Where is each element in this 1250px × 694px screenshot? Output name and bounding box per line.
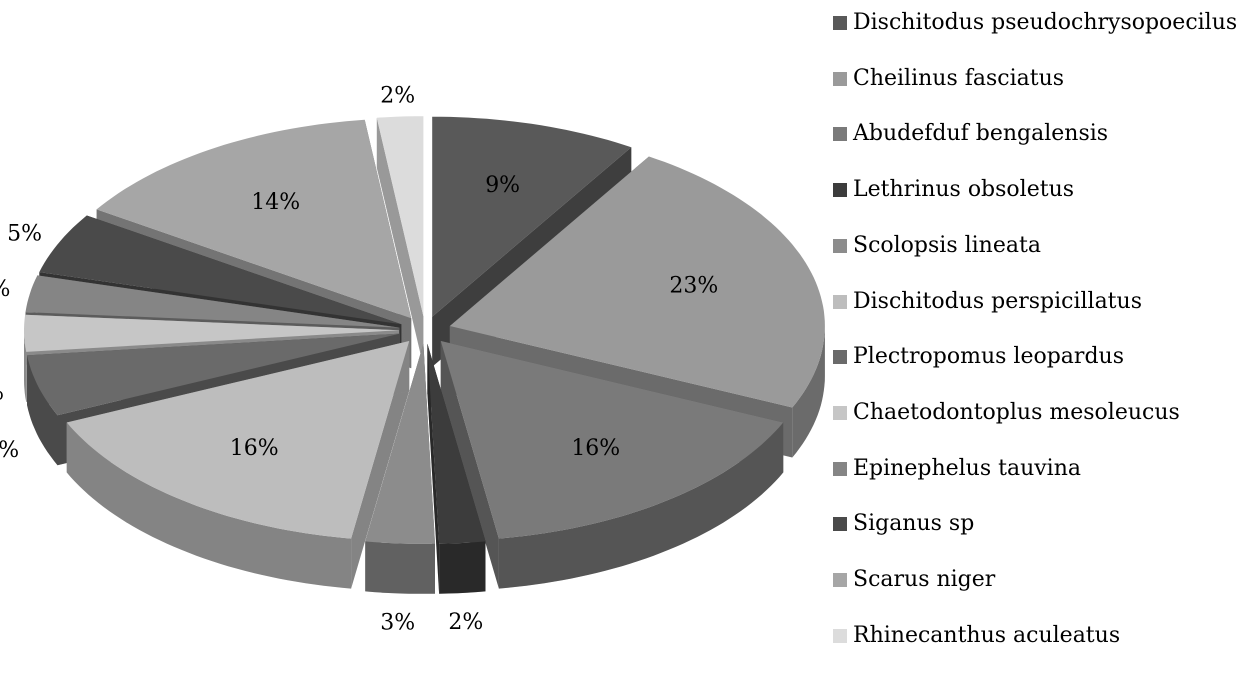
data-label: 3% <box>380 610 415 635</box>
slice <box>25 275 400 328</box>
legend-label: Cheilinus fasciatus <box>853 65 1065 91</box>
legend-swatch <box>833 461 847 476</box>
data-label: 3% <box>0 381 4 406</box>
slice <box>27 333 400 416</box>
slice-side <box>24 330 27 402</box>
slice <box>440 341 784 539</box>
legend-item: Plectropomus leopardus <box>833 344 1243 370</box>
data-label: 23% <box>669 273 718 298</box>
slice <box>432 116 632 317</box>
legend-item: Rhinecanthus aculeatus <box>833 623 1243 649</box>
data-label: 5% <box>0 438 19 463</box>
data-label: 9% <box>485 173 520 198</box>
data-label: 3% <box>0 277 10 302</box>
slice <box>39 215 402 325</box>
legend-item: Epinephelus tauvina <box>833 456 1243 482</box>
legend-item: Abudefduf bengalensis <box>833 121 1243 147</box>
legend-swatch <box>833 127 847 142</box>
slice <box>449 156 825 408</box>
slice <box>365 343 435 544</box>
slice-side-shade <box>498 422 784 589</box>
slice-side-shade <box>27 355 58 466</box>
slice-side-shade <box>24 330 27 402</box>
slice <box>24 314 399 352</box>
legend-label: Dischitodus pseudochrysopoecilus <box>853 10 1238 35</box>
legend-swatch <box>833 71 847 86</box>
legend-label: Epinephelus tauvina <box>853 455 1082 481</box>
legend-swatch <box>833 573 847 587</box>
slice-side-shade <box>66 422 352 589</box>
legend-item: Dischitodus pseudochrysopoecilus <box>833 10 1243 36</box>
slice-wall-shade <box>427 343 440 594</box>
slice-side-shade <box>439 541 486 594</box>
slice-side <box>66 422 352 589</box>
slice <box>376 116 424 317</box>
legend-item: Scarus niger <box>833 567 1243 593</box>
data-label: 16% <box>230 436 279 461</box>
legend-label: Dischitodus perspicillatus <box>853 288 1142 314</box>
slice-side <box>27 355 58 466</box>
data-label: 16% <box>571 436 620 461</box>
legend-swatch <box>833 294 847 309</box>
legend-item: Cheilinus fasciatus <box>833 66 1243 92</box>
data-label: 5% <box>7 222 42 247</box>
legend-swatch <box>833 183 847 198</box>
data-label: 2% <box>380 84 415 109</box>
legend-swatch <box>833 350 847 365</box>
legend-label: Lethrinus obsoletus <box>853 177 1075 203</box>
legend-swatch <box>833 405 847 420</box>
slice-side <box>439 541 486 594</box>
slice-wall <box>376 117 424 367</box>
slice <box>427 343 486 544</box>
slice-wall <box>440 341 499 589</box>
legend-swatch <box>833 517 847 532</box>
slice-wall <box>427 343 440 594</box>
legend-label: Chaetodontoplus mesoleucus <box>853 399 1180 425</box>
legend-label: Scarus niger <box>853 567 996 592</box>
data-label: 14% <box>251 190 300 215</box>
slice-wall-shade <box>376 117 424 367</box>
data-label: 2% <box>448 610 483 635</box>
legend-label: Abudefduf bengalensis <box>853 121 1109 147</box>
slice-side <box>365 541 435 594</box>
slice-wall-shade <box>351 341 410 589</box>
legend-label: Scolopsis lineata <box>853 232 1041 258</box>
legend-item: Chaetodontoplus mesoleucus <box>833 400 1243 426</box>
legend-item: Dischitodus perspicillatus <box>833 289 1243 315</box>
legend-swatch <box>833 628 847 643</box>
legend-swatch <box>833 238 847 253</box>
legend-label: Plectropomus leopardus <box>853 344 1124 370</box>
slice-wall-shade <box>440 341 499 589</box>
legend-item: Siganus sp <box>833 511 1243 537</box>
slice-wall <box>351 341 410 589</box>
slice-side <box>792 326 825 458</box>
slice-side-shade <box>792 326 825 458</box>
slice <box>96 119 412 319</box>
legend-item: Lethrinus obsoletus <box>833 177 1243 203</box>
legend-label: Rhinecanthus aculeatus <box>853 622 1121 648</box>
slice-side <box>498 422 784 589</box>
legend-item: Scolopsis lineata <box>833 233 1243 259</box>
slice <box>66 341 410 539</box>
legend-swatch <box>833 16 847 30</box>
legend-label: Siganus sp <box>853 511 975 537</box>
pie-area: 9% 23% 16% 2% 3% 16% 5% 3% 3% 5% 14% 2% <box>0 84 825 635</box>
slice-side-shade <box>365 541 435 594</box>
